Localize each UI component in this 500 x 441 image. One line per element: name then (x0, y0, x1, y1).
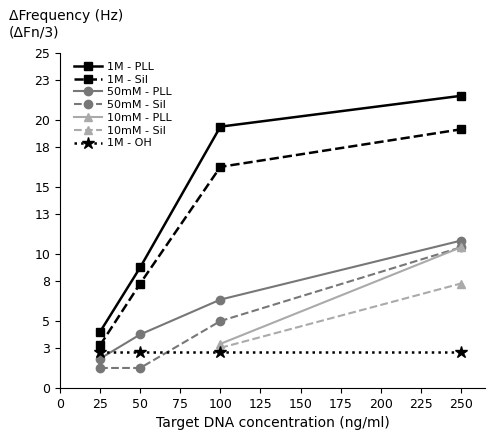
50mM - PLL (137, 332, 143, 337)
1M - OH (458, 349, 464, 355)
Legend: 1M - PLL, 1M - Sil, 50mM - PLL, 50mM - Sil, 10mM - PLL, 10mM - Sil, 1M - OH: 1M - PLL, 1M - Sil, 50mM - PLL, 50mM - S… (74, 62, 172, 149)
50mM - Sil (137, 365, 143, 370)
X-axis label: Target DNA concentration (ng/ml): Target DNA concentration (ng/ml) (156, 416, 390, 430)
1M - Sil (137, 281, 143, 286)
Line: 10mM - PLL: 10mM - PLL (216, 243, 465, 348)
10mM - PLL (458, 245, 464, 250)
1M - PLL (218, 124, 224, 129)
Line: 50mM - Sil: 50mM - Sil (96, 243, 465, 372)
50mM - Sil (218, 318, 224, 324)
Line: 1M - PLL: 1M - PLL (96, 92, 465, 336)
10mM - Sil (218, 345, 224, 351)
1M - Sil (97, 343, 103, 348)
Line: 1M - OH: 1M - OH (94, 346, 467, 358)
Text: ΔFrequency (Hz)
(ΔFn/3): ΔFrequency (Hz) (ΔFn/3) (9, 9, 123, 40)
Line: 10mM - Sil: 10mM - Sil (216, 279, 465, 352)
1M - OH (97, 349, 103, 355)
10mM - PLL (218, 341, 224, 347)
50mM - PLL (458, 238, 464, 243)
1M - PLL (137, 265, 143, 270)
10mM - Sil (458, 281, 464, 286)
50mM - PLL (97, 356, 103, 361)
1M - Sil (218, 164, 224, 169)
1M - OH (218, 349, 224, 355)
1M - OH (137, 349, 143, 355)
Line: 50mM - PLL: 50mM - PLL (96, 236, 465, 363)
50mM - PLL (218, 297, 224, 302)
1M - PLL (458, 93, 464, 98)
Line: 1M - Sil: 1M - Sil (96, 125, 465, 349)
50mM - Sil (458, 245, 464, 250)
1M - Sil (458, 127, 464, 132)
1M - PLL (97, 329, 103, 334)
50mM - Sil (97, 365, 103, 370)
